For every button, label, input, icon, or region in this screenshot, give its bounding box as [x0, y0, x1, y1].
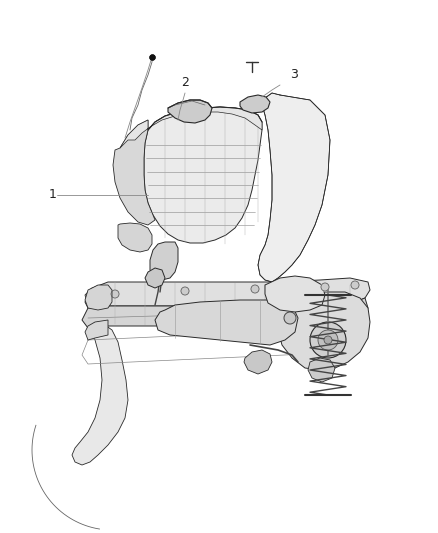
- Text: 3: 3: [290, 68, 298, 81]
- Polygon shape: [308, 358, 335, 382]
- Circle shape: [310, 322, 346, 358]
- Polygon shape: [118, 223, 152, 252]
- Polygon shape: [258, 93, 330, 282]
- Polygon shape: [82, 298, 368, 328]
- Circle shape: [324, 336, 332, 344]
- Polygon shape: [240, 95, 270, 113]
- Circle shape: [111, 290, 119, 298]
- Polygon shape: [155, 300, 298, 345]
- Polygon shape: [244, 350, 272, 374]
- Polygon shape: [265, 276, 325, 312]
- Circle shape: [351, 281, 359, 289]
- Polygon shape: [144, 107, 262, 243]
- Circle shape: [284, 312, 296, 324]
- Polygon shape: [72, 323, 128, 465]
- Polygon shape: [278, 292, 370, 370]
- Circle shape: [321, 283, 329, 291]
- Circle shape: [251, 285, 259, 293]
- Polygon shape: [85, 320, 108, 340]
- Polygon shape: [145, 268, 165, 288]
- Polygon shape: [85, 278, 370, 308]
- Polygon shape: [85, 285, 112, 310]
- Polygon shape: [168, 100, 212, 123]
- Text: 2: 2: [181, 76, 189, 89]
- Text: 1: 1: [49, 189, 57, 201]
- Polygon shape: [120, 107, 262, 148]
- Polygon shape: [85, 286, 100, 303]
- Circle shape: [181, 287, 189, 295]
- Polygon shape: [150, 242, 178, 280]
- Polygon shape: [113, 120, 155, 225]
- Circle shape: [318, 330, 338, 350]
